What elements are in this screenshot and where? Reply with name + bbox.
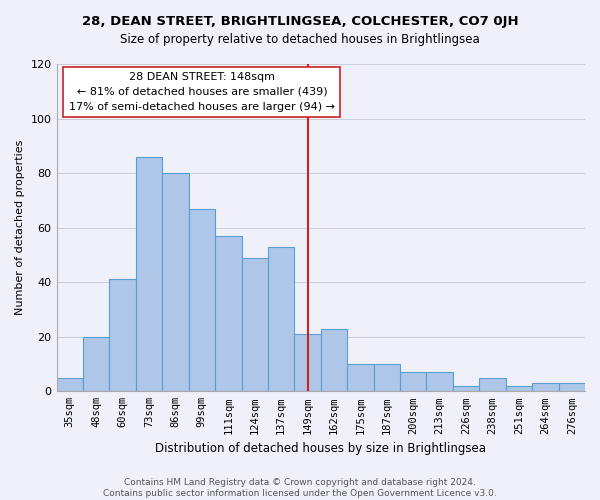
Bar bbox=[427, 372, 453, 392]
Bar bbox=[56, 378, 83, 392]
Bar bbox=[453, 386, 479, 392]
Text: 28 DEAN STREET: 148sqm
← 81% of detached houses are smaller (439)
17% of semi-de: 28 DEAN STREET: 148sqm ← 81% of detached… bbox=[69, 72, 335, 112]
Bar bbox=[242, 258, 268, 392]
Text: Contains HM Land Registry data © Crown copyright and database right 2024.
Contai: Contains HM Land Registry data © Crown c… bbox=[103, 478, 497, 498]
Bar bbox=[400, 372, 427, 392]
Y-axis label: Number of detached properties: Number of detached properties bbox=[15, 140, 25, 316]
Bar bbox=[347, 364, 374, 392]
Bar bbox=[83, 337, 109, 392]
Bar bbox=[162, 173, 188, 392]
Bar bbox=[109, 280, 136, 392]
Bar bbox=[506, 386, 532, 392]
Bar bbox=[559, 383, 585, 392]
Bar bbox=[479, 378, 506, 392]
Bar bbox=[136, 156, 162, 392]
Bar bbox=[532, 383, 559, 392]
Bar bbox=[374, 364, 400, 392]
Text: 28, DEAN STREET, BRIGHTLINGSEA, COLCHESTER, CO7 0JH: 28, DEAN STREET, BRIGHTLINGSEA, COLCHEST… bbox=[82, 15, 518, 28]
Bar bbox=[295, 334, 321, 392]
Bar bbox=[268, 246, 295, 392]
Text: Size of property relative to detached houses in Brightlingsea: Size of property relative to detached ho… bbox=[120, 32, 480, 46]
X-axis label: Distribution of detached houses by size in Brightlingsea: Distribution of detached houses by size … bbox=[155, 442, 486, 455]
Bar bbox=[321, 328, 347, 392]
Bar bbox=[215, 236, 242, 392]
Bar bbox=[188, 208, 215, 392]
